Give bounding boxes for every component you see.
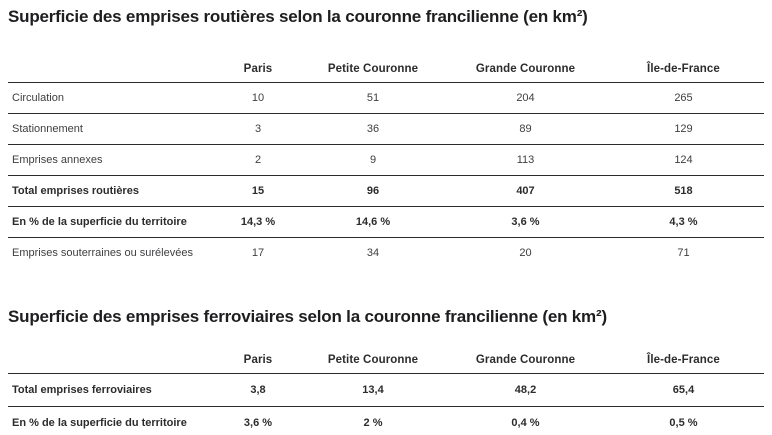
cell-value: 0,4 % xyxy=(511,416,540,429)
column-header: Grande Couronne xyxy=(475,62,576,75)
row-label: En % de la superficie du territoire xyxy=(12,416,187,429)
row-label: Circulation xyxy=(12,91,64,104)
section-emprises-ferroviaires: Superficie des emprises ferroviaires sel… xyxy=(8,306,764,435)
table-row: Emprises annexes 2 9 113 124 xyxy=(8,144,764,175)
cell-value: 36 xyxy=(366,122,380,135)
table-row: Stationnement 3 36 89 129 xyxy=(8,113,764,144)
cell-value: 65,4 xyxy=(672,383,695,396)
table-header: Paris Petite Couronne Grande Couronne Île-d… xyxy=(8,342,764,373)
cell-value: 89 xyxy=(519,122,532,135)
cell-value: 3,6 % xyxy=(243,416,273,429)
cell-value: 3 xyxy=(254,122,262,135)
column-header-empty xyxy=(8,54,218,82)
cell-value: 129 xyxy=(674,122,693,135)
cell-value: 124 xyxy=(674,153,693,166)
row-label: Emprises annexes xyxy=(12,153,103,166)
row-label: Stationnement xyxy=(12,122,83,135)
cell-value: 4,3 % xyxy=(669,215,698,228)
column-header: Paris xyxy=(243,62,273,75)
column-header: Île-de-France xyxy=(647,353,720,366)
table-row: Total emprises ferroviaires 3,8 13,4 48,2 65… xyxy=(8,373,764,406)
column-header: Petite Couronne xyxy=(327,353,419,366)
emprises-routieres-table: Paris Petite Couronne Grande Couronne Île-d… xyxy=(8,54,764,268)
cell-value: 2 xyxy=(254,153,262,166)
column-header: Île-de-France xyxy=(647,62,720,75)
cell-value: 96 xyxy=(366,184,380,197)
header-row: Paris Petite Couronne Grande Couronne Île-d… xyxy=(8,342,764,373)
table-body: Circulation 10 51 204 265 Stationnement 3 36 89 1… xyxy=(8,82,764,268)
cell-value: 15 xyxy=(251,184,265,197)
cell-value: 518 xyxy=(674,184,693,197)
cell-value: 10 xyxy=(251,91,265,104)
table-row: En % de la superficie du territoire 3,6 %… xyxy=(8,406,764,435)
row-label: Total emprises routières xyxy=(12,184,139,197)
row-label: En % de la superficie du territoire xyxy=(12,215,187,228)
cell-value: 204 xyxy=(516,91,535,104)
section-emprises-routieres: Superficie des emprises routières selon … xyxy=(8,6,764,268)
table-row: Total emprises routières 15 96 407 518 xyxy=(8,175,764,206)
cell-value: 2 % xyxy=(363,416,383,429)
cell-value: 51 xyxy=(366,91,380,104)
row-label: Emprises souterraines ou surélevées xyxy=(12,246,193,259)
table-row: Circulation 10 51 204 265 xyxy=(8,82,764,113)
cell-value: 13,4 xyxy=(362,383,384,396)
table-title-routieres: Superficie des emprises routières selon … xyxy=(8,7,588,26)
row-label: Total emprises ferroviaires xyxy=(12,383,152,396)
header-row: Paris Petite Couronne Grande Couronne Île-d… xyxy=(8,54,764,82)
emprises-ferroviaires-table: Paris Petite Couronne Grande Couronne Île-d… xyxy=(8,342,764,435)
cell-value: 3,6 % xyxy=(511,215,540,228)
cell-value: 48,2 xyxy=(514,383,537,396)
cell-value: 3,8 xyxy=(250,383,266,396)
table-header: Paris Petite Couronne Grande Couronne Île-d… xyxy=(8,54,764,82)
cell-value: 20 xyxy=(519,246,532,259)
column-header: Paris xyxy=(243,353,273,366)
cell-value: 9 xyxy=(369,153,377,166)
table-row: En % de la superficie du territoire 14,3 … xyxy=(8,206,764,237)
table-title-ferroviaires: Superficie des emprises ferroviaires sel… xyxy=(8,307,607,326)
cell-value: 17 xyxy=(251,246,265,259)
table-row: Emprises souterraines ou surélevées 17 34 2… xyxy=(8,237,764,268)
cell-value: 113 xyxy=(516,153,535,166)
cell-value: 14,3 % xyxy=(240,215,276,228)
cell-value: 14,6 % xyxy=(355,215,391,228)
cell-value: 71 xyxy=(677,246,690,259)
cell-value: 407 xyxy=(516,184,535,197)
column-header: Grande Couronne xyxy=(475,353,576,366)
cell-value: 265 xyxy=(674,91,693,104)
column-header-empty xyxy=(8,342,218,373)
table-body: Total emprises ferroviaires 3,8 13,4 48,2 65… xyxy=(8,373,764,435)
cell-value: 34 xyxy=(366,246,380,259)
cell-value: 0,5 % xyxy=(669,416,698,429)
column-header: Petite Couronne xyxy=(327,62,419,75)
